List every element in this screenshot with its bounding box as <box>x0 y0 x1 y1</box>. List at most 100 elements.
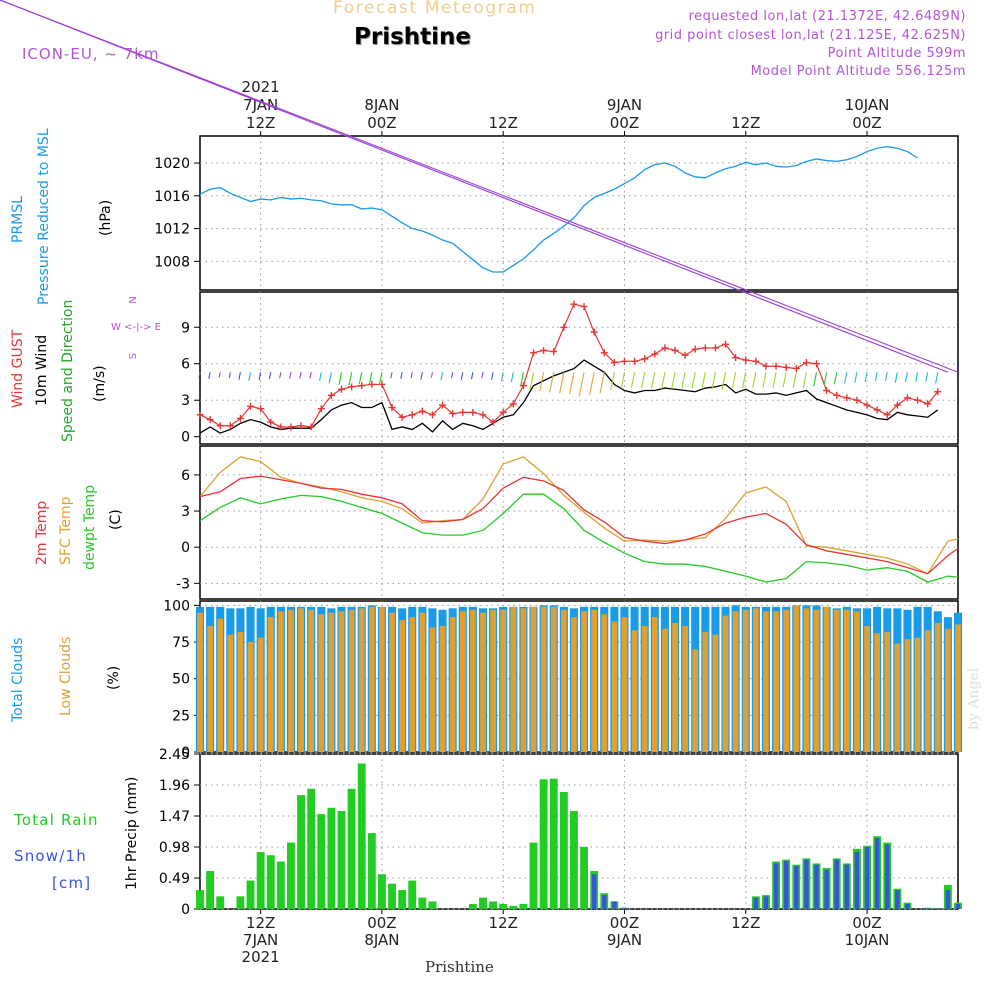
low-cloud-bar <box>672 622 678 752</box>
rain-bar <box>276 861 285 909</box>
low-cloud-bar <box>924 630 931 752</box>
y-tick-label: 1.47 <box>159 809 190 825</box>
low-cloud-bar <box>459 611 466 752</box>
low-cloud-bar <box>379 606 385 752</box>
rain-bar <box>428 901 437 909</box>
wind-direction-arrow <box>904 372 909 383</box>
wind-direction-arrow <box>741 372 747 389</box>
low-cloud-bar <box>490 609 496 752</box>
gust-marker <box>681 351 689 359</box>
snow-bar <box>935 908 940 909</box>
gust-marker <box>236 414 244 422</box>
wind-direction-arrow <box>640 372 646 389</box>
low-cloud-bar <box>651 617 658 752</box>
chart-title: Prishtine <box>354 24 471 50</box>
y-tick-label: 1.96 <box>159 778 190 794</box>
wind-direction-arrow <box>762 372 767 388</box>
low-cloud-bar <box>530 606 537 752</box>
low-cloud-bar <box>823 606 830 752</box>
ylabel-2m-temp: 2m Temp <box>34 501 50 565</box>
low-cloud-bar <box>753 608 759 752</box>
wind-direction-arrow <box>782 372 787 388</box>
time-label-top: 8JAN <box>364 96 399 114</box>
wind-direction-arrow <box>885 372 888 381</box>
wind-direction-arrow <box>299 372 302 379</box>
model-label: ICON-EU, ~ 7km <box>22 45 160 63</box>
wind-direction-arrow <box>671 372 676 389</box>
low-cloud-bar <box>338 611 345 752</box>
rain-bar <box>408 880 417 909</box>
rain-bar <box>266 855 275 909</box>
rain-bar <box>337 810 346 909</box>
wind-direction-arrow <box>589 372 595 395</box>
wind-direction-arrow <box>348 372 353 386</box>
low-cloud-bar <box>934 622 941 752</box>
rain-bar <box>357 763 366 909</box>
rain-bar <box>287 842 295 909</box>
time-label-top: 9JAN <box>607 96 642 114</box>
low-cloud-bar <box>197 612 203 752</box>
low-cloud-bar <box>247 642 254 752</box>
gust-marker <box>287 423 295 431</box>
wind-direction-arrow <box>559 372 565 394</box>
rain-bar <box>559 791 568 909</box>
low-cloud-bar <box>520 608 527 752</box>
wind-direction-arrow <box>440 372 444 381</box>
gust-marker <box>600 349 608 357</box>
wind-direction-arrow <box>328 372 332 384</box>
gust-marker <box>580 303 588 311</box>
wind-speed-line <box>199 359 939 434</box>
gust-marker <box>792 365 800 373</box>
time-label-top: 00Z <box>610 114 639 132</box>
time-label-bottom: 00Z <box>367 914 396 932</box>
wind-direction-arrow <box>854 372 858 383</box>
low-cloud-bar <box>550 606 557 752</box>
wind-direction-arrow <box>833 372 838 385</box>
low-cloud-bar <box>894 643 901 752</box>
low-cloud-bar <box>591 609 598 752</box>
ylabel-low-clouds: Low Clouds <box>58 637 74 716</box>
time-label-bottom: 00Z <box>610 914 639 932</box>
gust-marker <box>226 422 234 430</box>
gust-marker <box>348 383 356 391</box>
wind-direction-arrow <box>844 372 848 384</box>
snow-bar <box>814 864 819 909</box>
gust-marker <box>701 344 709 352</box>
gust-marker <box>813 360 821 368</box>
ylabel-percent: (%) <box>106 666 122 690</box>
wind-direction-arrow <box>481 372 484 379</box>
time-label-bottom: 00Z <box>852 914 881 932</box>
gust-marker <box>802 359 810 367</box>
rain-bar <box>256 852 265 909</box>
wind-direction-arrow <box>529 372 535 390</box>
time-label-bottom: 10JAN <box>845 931 890 949</box>
low-cloud-bar <box>399 620 405 752</box>
low-cloud-bar <box>389 612 395 752</box>
ylabel-wind-gust: Wind GUST <box>10 329 26 408</box>
wind-direction-arrow <box>864 372 868 383</box>
model-altitude: Model Point Altitude 556.125m <box>750 64 966 79</box>
ylabel-precip-mm: 1hr Precip (mm) <box>124 777 140 890</box>
gust-marker <box>297 422 305 430</box>
low-cloud-bar <box>409 617 416 752</box>
gust-marker <box>540 346 548 354</box>
gust-marker <box>762 362 770 370</box>
low-cloud-bar <box>813 609 820 752</box>
wind-direction-arrow <box>802 372 807 389</box>
gust-marker <box>469 408 477 416</box>
wind-direction-arrow <box>238 372 241 380</box>
y-tick-label: 0 <box>181 745 190 761</box>
rain-bar <box>519 903 528 909</box>
gust-marker <box>196 411 204 419</box>
wind-direction-arrow <box>390 372 393 379</box>
rain-bar <box>246 880 255 909</box>
wind-direction-arrow <box>0 0 949 373</box>
gust-marker <box>519 382 527 390</box>
wind-direction-arrow <box>813 372 818 387</box>
low-cloud-bar <box>368 606 375 752</box>
ylabel-total-rain: Total Rain <box>13 811 99 829</box>
ylabel-ms: (m/s) <box>92 365 108 402</box>
prmsl-line <box>199 145 918 273</box>
wind-direction-arrow <box>610 372 615 391</box>
